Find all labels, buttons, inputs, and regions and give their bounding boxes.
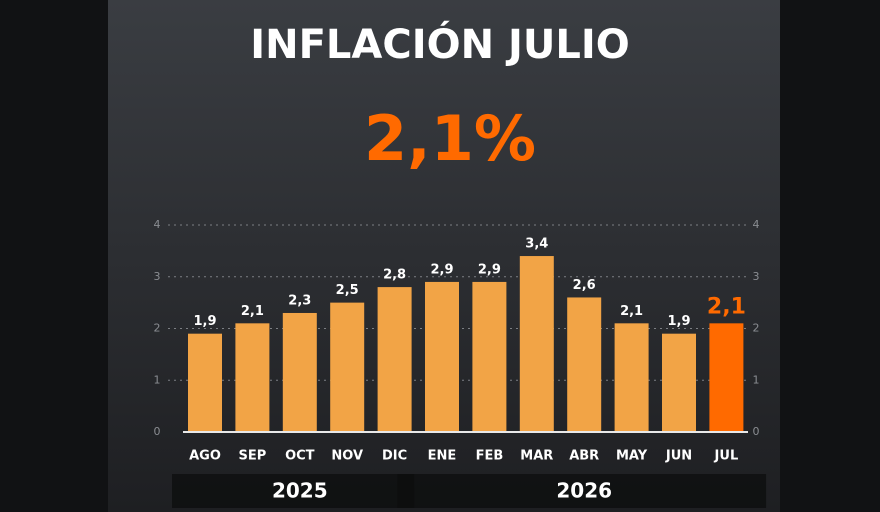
x-tick-label: MAR [520, 449, 553, 464]
x-tick-label: JUL [714, 449, 739, 464]
y-tick-label: 2 [154, 322, 161, 335]
value-label: 2,3 [288, 293, 311, 308]
bar [614, 323, 649, 432]
chart-title: INFLACIÓN JULIO [250, 20, 630, 68]
bar [472, 281, 507, 432]
y2-tick-label: 0 [753, 425, 760, 438]
year-label: 2026 [556, 479, 612, 503]
year-label: 2025 [272, 479, 328, 503]
x-tick-label: AGO [189, 449, 221, 464]
value-label: 2,8 [383, 268, 406, 283]
bar [519, 256, 554, 432]
bar [709, 323, 744, 432]
bar [282, 312, 317, 432]
year-band [397, 474, 767, 508]
value-label: 1,9 [193, 314, 216, 329]
headline: 2,1% [364, 102, 536, 175]
y2-tick-label: 2 [753, 322, 760, 335]
year-band [172, 474, 415, 508]
x-tick-label: OCT [285, 449, 315, 464]
x-tick-label: JUN [665, 449, 692, 464]
x-tick-label: ABR [569, 449, 599, 464]
x-tick-label: FEB [476, 449, 504, 464]
y2-tick-label: 3 [753, 270, 760, 283]
bar [567, 297, 602, 432]
bar [662, 333, 696, 432]
y-tick-label: 3 [154, 270, 161, 283]
y2-tick-label: 4 [753, 218, 760, 231]
value-label: 2,1 [707, 294, 746, 319]
value-label: 2,1 [241, 304, 264, 319]
x-tick-label: DIC [382, 449, 407, 464]
value-label: 2,1 [620, 304, 643, 319]
panel [108, 0, 780, 512]
value-label: 2,9 [478, 262, 501, 277]
y-tick-label: 1 [154, 373, 161, 386]
y-tick-label: 0 [154, 425, 161, 438]
value-label: 2,5 [336, 283, 359, 298]
bar [188, 333, 222, 432]
value-label: 2,9 [430, 262, 453, 277]
bar [425, 281, 459, 432]
value-label: 2,6 [573, 278, 596, 293]
value-label: 3,4 [525, 237, 548, 252]
value-label: 1,9 [667, 314, 690, 329]
y2-tick-label: 1 [753, 373, 760, 386]
bar [330, 302, 365, 432]
bar [235, 323, 270, 432]
x-tick-label: NOV [331, 449, 363, 464]
bar [377, 287, 412, 432]
x-tick-label: MAY [616, 449, 648, 464]
y-tick-label: 4 [154, 218, 161, 231]
x-tick-label: ENE [428, 449, 457, 464]
x-tick-label: SEP [239, 449, 267, 464]
